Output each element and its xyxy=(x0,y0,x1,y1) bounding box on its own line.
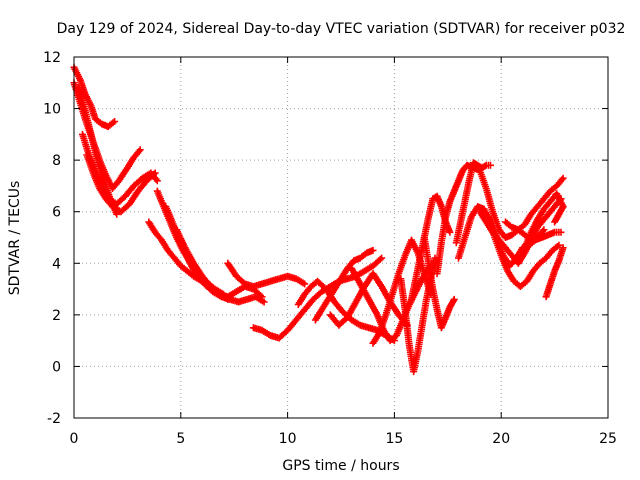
y-tick-label: 0 xyxy=(52,359,61,375)
series-track-27 xyxy=(519,228,565,254)
data-points xyxy=(311,246,377,324)
x-tick-label: 20 xyxy=(492,431,510,447)
x-tick-label: 5 xyxy=(176,431,185,447)
plot-frame xyxy=(73,56,609,419)
series-track-5 xyxy=(83,151,159,216)
series-track-28 xyxy=(542,244,567,301)
data-points xyxy=(83,151,159,216)
y-axis-label: SDTVAR / TECUs xyxy=(7,181,23,296)
x-tick-label: 25 xyxy=(599,431,617,447)
data-points xyxy=(502,174,567,234)
y-tick-label: 4 xyxy=(52,256,61,272)
data-points xyxy=(224,259,309,290)
x-tick-label: 15 xyxy=(385,431,403,447)
y-tick-label: 12 xyxy=(43,50,61,66)
x-tick-label: 0 xyxy=(70,431,79,447)
y-tick-label: 10 xyxy=(43,102,61,118)
data-points xyxy=(452,159,494,247)
y-tick-label: 8 xyxy=(52,153,61,169)
data-points xyxy=(551,203,567,226)
series-track-13 xyxy=(311,246,377,324)
chart-title: Day 129 of 2024, Sidereal Day-to-day VTE… xyxy=(57,21,626,37)
y-tick-label: 6 xyxy=(52,205,61,221)
data-points xyxy=(420,234,458,332)
series-track-21 xyxy=(452,159,494,247)
data-points xyxy=(519,228,565,254)
data-series xyxy=(70,63,567,376)
series-track-19 xyxy=(420,234,458,332)
y-tick-label: -2 xyxy=(47,411,61,427)
series-track-25 xyxy=(502,174,567,234)
x-axis-label: GPS time / hours xyxy=(282,458,399,474)
axes: 0 5 10 15 20 25 -2 0 2 4 6 8 10 12 xyxy=(43,50,617,447)
series-track-29 xyxy=(551,203,567,226)
data-points xyxy=(433,161,548,278)
series-track-20 xyxy=(433,161,548,278)
series-track-10 xyxy=(224,259,309,290)
data-points xyxy=(542,244,567,301)
y-tick-label: 2 xyxy=(52,308,61,324)
x-tick-label: 10 xyxy=(279,431,297,447)
